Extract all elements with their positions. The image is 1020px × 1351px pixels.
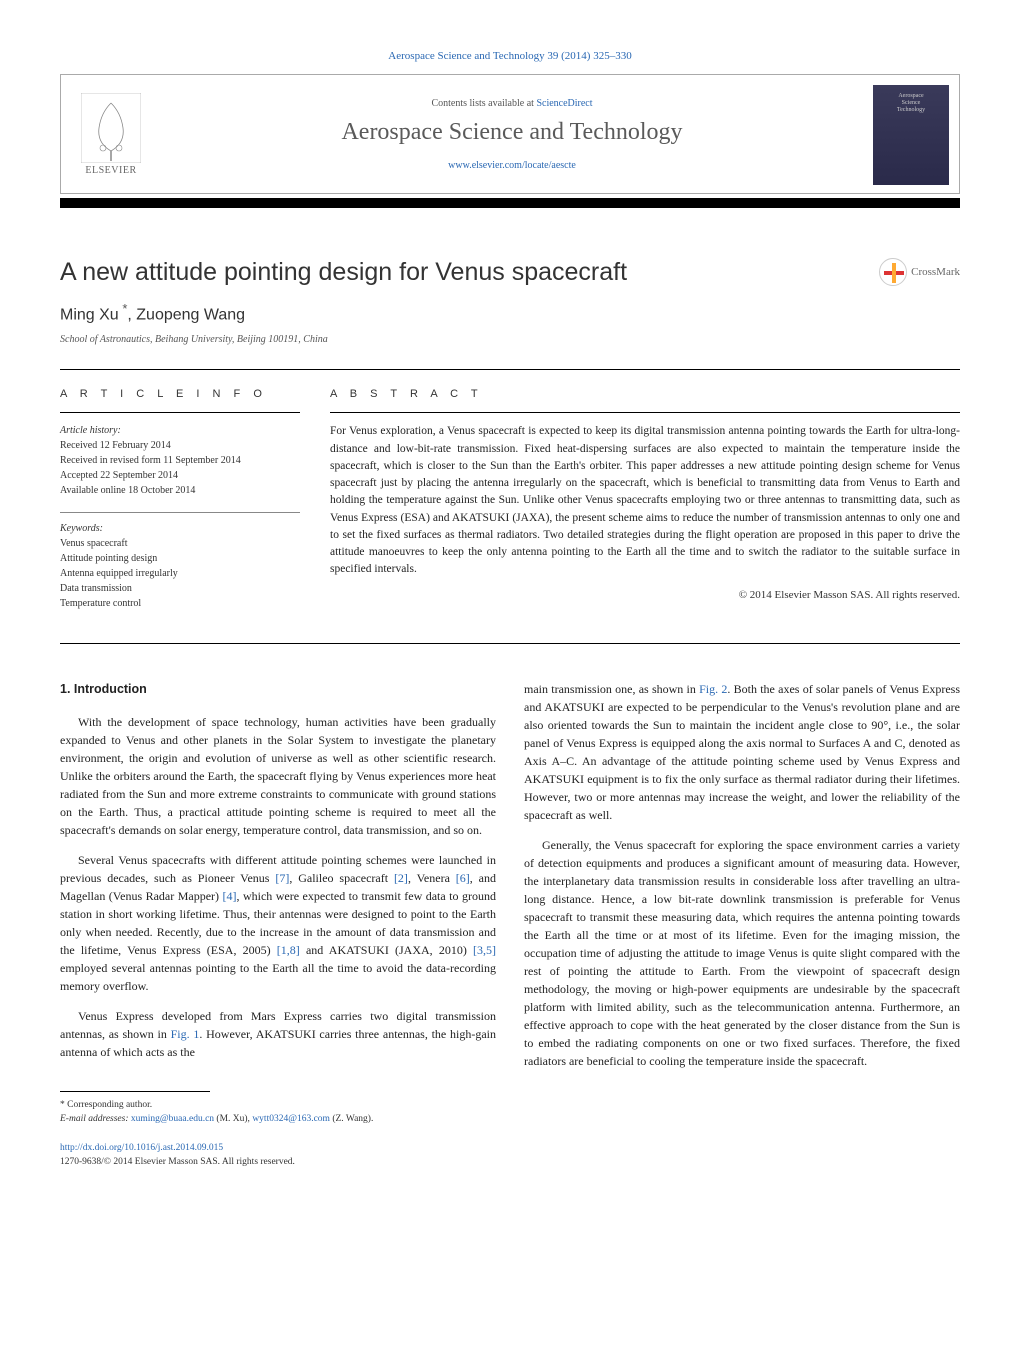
- email-1-name: (M. Xu),: [214, 1114, 252, 1124]
- meta-abstract-row: A R T I C L E I N F O Article history: R…: [60, 388, 960, 625]
- corresponding-note: * Corresponding author.: [60, 1098, 496, 1112]
- ref-1-8[interactable]: [1,8]: [277, 943, 300, 957]
- email-2[interactable]: wytt0324@163.com: [252, 1114, 330, 1124]
- crossmark-badge[interactable]: CrossMark: [879, 258, 960, 286]
- journal-header: ELSEVIER Contents lists available at Sci…: [60, 74, 960, 194]
- title-row: A new attitude pointing design for Venus…: [60, 258, 960, 301]
- affiliation: School of Astronautics, Beihang Universi…: [60, 334, 960, 345]
- doi-link[interactable]: http://dx.doi.org/10.1016/j.ast.2014.09.…: [60, 1141, 496, 1155]
- email-label: E-mail addresses:: [60, 1114, 131, 1124]
- ref-7[interactable]: [7]: [275, 871, 289, 885]
- keyword-2: Attitude pointing design: [60, 551, 300, 566]
- divider-bottom: [60, 643, 960, 644]
- email-line: E-mail addresses: xuming@buaa.edu.cn (M.…: [60, 1112, 496, 1126]
- keyword-5: Temperature control: [60, 596, 300, 611]
- journal-url[interactable]: www.elsevier.com/locate/aescte: [448, 160, 576, 171]
- cover-text-2: Science: [902, 100, 921, 107]
- keywords-block: Keywords: Venus spacecraft Attitude poin…: [60, 521, 300, 611]
- header-center: Contents lists available at ScienceDirec…: [161, 75, 863, 193]
- left-column: 1. Introduction With the development of …: [60, 680, 496, 1169]
- authors: Ming Xu *, Zuopeng Wang: [60, 301, 960, 324]
- paragraph-5: Generally, the Venus spacecraft for expl…: [524, 836, 960, 1070]
- footnote-divider: [60, 1091, 210, 1092]
- cover-text-3: Technology: [897, 107, 925, 114]
- keyword-4: Data transmission: [60, 581, 300, 596]
- email-1[interactable]: xuming@buaa.edu.cn: [131, 1114, 214, 1124]
- article-info-label: A R T I C L E I N F O: [60, 388, 300, 400]
- article-history: Article history: Received 12 February 20…: [60, 423, 300, 498]
- crossmark-label: CrossMark: [911, 266, 960, 278]
- issn-line: 1270-9638/© 2014 Elsevier Masson SAS. Al…: [60, 1155, 496, 1169]
- ref-2[interactable]: [2]: [394, 871, 408, 885]
- abstract-divider: [330, 412, 960, 413]
- history-received: Received 12 February 2014: [60, 438, 300, 453]
- elsevier-label: ELSEVIER: [85, 165, 136, 176]
- intro-heading: 1. Introduction: [60, 680, 496, 699]
- contents-line: Contents lists available at ScienceDirec…: [431, 98, 592, 109]
- page: Aerospace Science and Technology 39 (201…: [0, 0, 1020, 1209]
- paragraph-1: With the development of space technology…: [60, 713, 496, 839]
- keywords-divider: [60, 512, 300, 513]
- keyword-1: Venus spacecraft: [60, 536, 300, 551]
- elsevier-tree-icon: [81, 93, 141, 163]
- author-1[interactable]: Ming Xu: [60, 306, 119, 323]
- paragraph-3: Venus Express developed from Mars Expres…: [60, 1007, 496, 1061]
- author-2[interactable]: , Zuopeng Wang: [127, 306, 245, 323]
- ref-6[interactable]: [6]: [456, 871, 470, 885]
- divider-top: [60, 369, 960, 370]
- body-columns: 1. Introduction With the development of …: [60, 680, 960, 1169]
- elsevier-logo[interactable]: ELSEVIER: [61, 75, 161, 193]
- history-accepted: Accepted 22 September 2014: [60, 468, 300, 483]
- article-info-column: A R T I C L E I N F O Article history: R…: [60, 388, 300, 625]
- ref-3-5[interactable]: [3,5]: [473, 943, 496, 957]
- paragraph-2: Several Venus spacecrafts with different…: [60, 851, 496, 995]
- abstract-label: A B S T R A C T: [330, 388, 960, 400]
- crossmark-icon: [879, 258, 907, 286]
- paragraph-4: main transmission one, as shown in Fig. …: [524, 680, 960, 824]
- email-2-name: (Z. Wang).: [330, 1114, 373, 1124]
- abstract-copyright: © 2014 Elsevier Masson SAS. All rights r…: [330, 589, 960, 601]
- fig-1-link[interactable]: Fig. 1: [171, 1027, 200, 1041]
- keyword-3: Antenna equipped irregularly: [60, 566, 300, 581]
- ref-4[interactable]: [4]: [223, 889, 237, 903]
- cover-text-1: Aerospace: [898, 93, 923, 100]
- article-title: A new attitude pointing design for Venus…: [60, 258, 627, 287]
- history-label: Article history:: [60, 423, 300, 438]
- contents-prefix: Contents lists available at: [431, 98, 536, 109]
- journal-name: Aerospace Science and Technology: [341, 119, 682, 146]
- fig-2-link[interactable]: Fig. 2: [699, 682, 727, 696]
- footnote-block: * Corresponding author. E-mail addresses…: [60, 1098, 496, 1127]
- keywords-label: Keywords:: [60, 521, 300, 536]
- sciencedirect-link[interactable]: ScienceDirect: [536, 98, 592, 109]
- abstract-text: For Venus exploration, a Venus spacecraf…: [330, 423, 960, 578]
- right-column: main transmission one, as shown in Fig. …: [524, 680, 960, 1169]
- abstract-column: A B S T R A C T For Venus exploration, a…: [330, 388, 960, 625]
- header-divider-bar: [60, 198, 960, 208]
- info-divider: [60, 412, 300, 413]
- history-online: Available online 18 October 2014: [60, 483, 300, 498]
- history-revised: Received in revised form 11 September 20…: [60, 453, 300, 468]
- journal-citation[interactable]: Aerospace Science and Technology 39 (201…: [60, 50, 960, 62]
- journal-cover-thumbnail[interactable]: Aerospace Science Technology: [873, 85, 949, 185]
